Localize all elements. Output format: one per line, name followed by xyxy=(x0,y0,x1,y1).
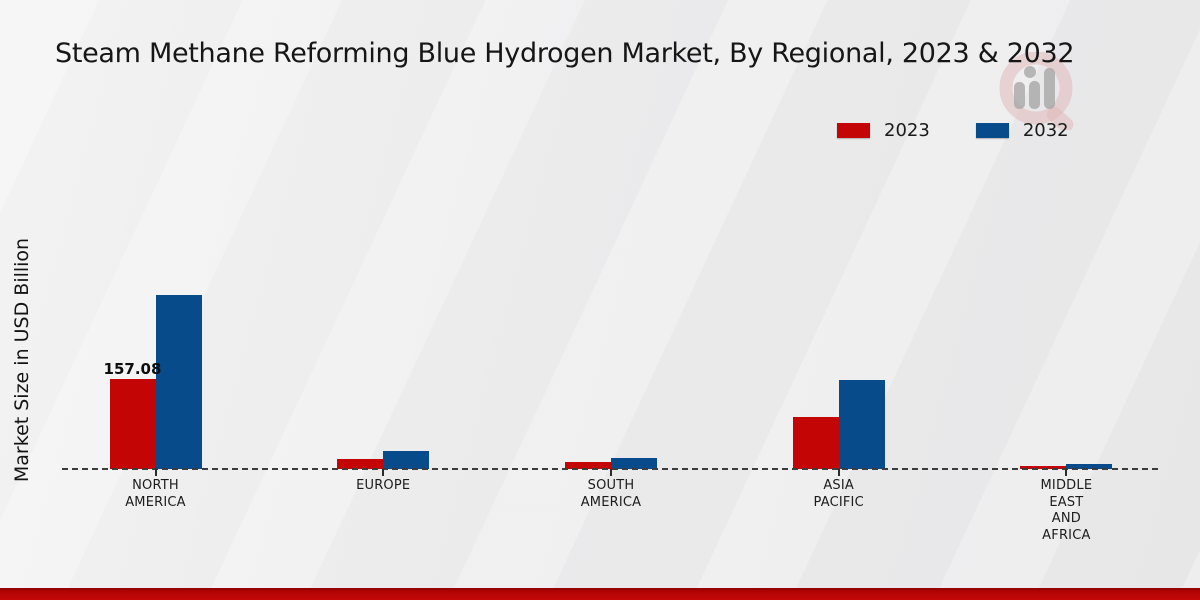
legend-label: 2023 xyxy=(884,120,930,141)
legend: 2023 2032 xyxy=(837,120,1069,141)
bar-2023-north-america xyxy=(109,379,156,469)
chart-title: Steam Methane Reforming Blue Hydrogen Ma… xyxy=(55,38,1075,69)
bar-2032-asia-pacific xyxy=(838,380,885,469)
x-tick-label-asia-pacific: ASIA PACIFIC xyxy=(813,478,864,510)
magnifier-bar-chart-logo-icon xyxy=(999,52,1074,130)
legend-swatch-icon xyxy=(837,123,870,138)
legend-swatch-icon xyxy=(975,123,1009,138)
bar-2023-south-america xyxy=(565,462,611,469)
bar-value-label: 157.08 xyxy=(103,360,162,378)
legend-label: 2032 xyxy=(1022,120,1069,141)
x-tick-label-europe: EUROPE xyxy=(356,478,411,493)
x-axis-tick-north-america xyxy=(154,469,157,476)
bar-2032-south-america xyxy=(611,458,657,469)
x-axis-tick-middle-east-and-africa xyxy=(1065,469,1068,476)
x-axis-tick-asia-pacific xyxy=(837,469,840,476)
x-tick-label-north-america: NORTH AMERICA xyxy=(125,478,186,510)
bar-2023-middle-east-and-africa xyxy=(1020,466,1067,469)
bar-2032-north-america xyxy=(155,295,202,469)
legend-item-2023: 2023 xyxy=(837,120,930,141)
bar-2032-middle-east-and-africa xyxy=(1066,464,1113,469)
bar-2023-europe xyxy=(337,459,384,469)
x-tick-label-south-america: SOUTH AMERICA xyxy=(580,478,642,510)
x-axis-tick-south-america xyxy=(610,469,612,476)
x-axis-tick-europe xyxy=(382,469,385,476)
bar-2032-europe xyxy=(383,451,430,469)
footer-red-band xyxy=(0,588,1200,600)
bar-2023-asia-pacific xyxy=(792,417,839,469)
legend-item-2032: 2032 xyxy=(975,120,1069,141)
x-tick-label-middle-east-and-africa: MIDDLE EAST AND AFRICA xyxy=(1040,478,1093,543)
